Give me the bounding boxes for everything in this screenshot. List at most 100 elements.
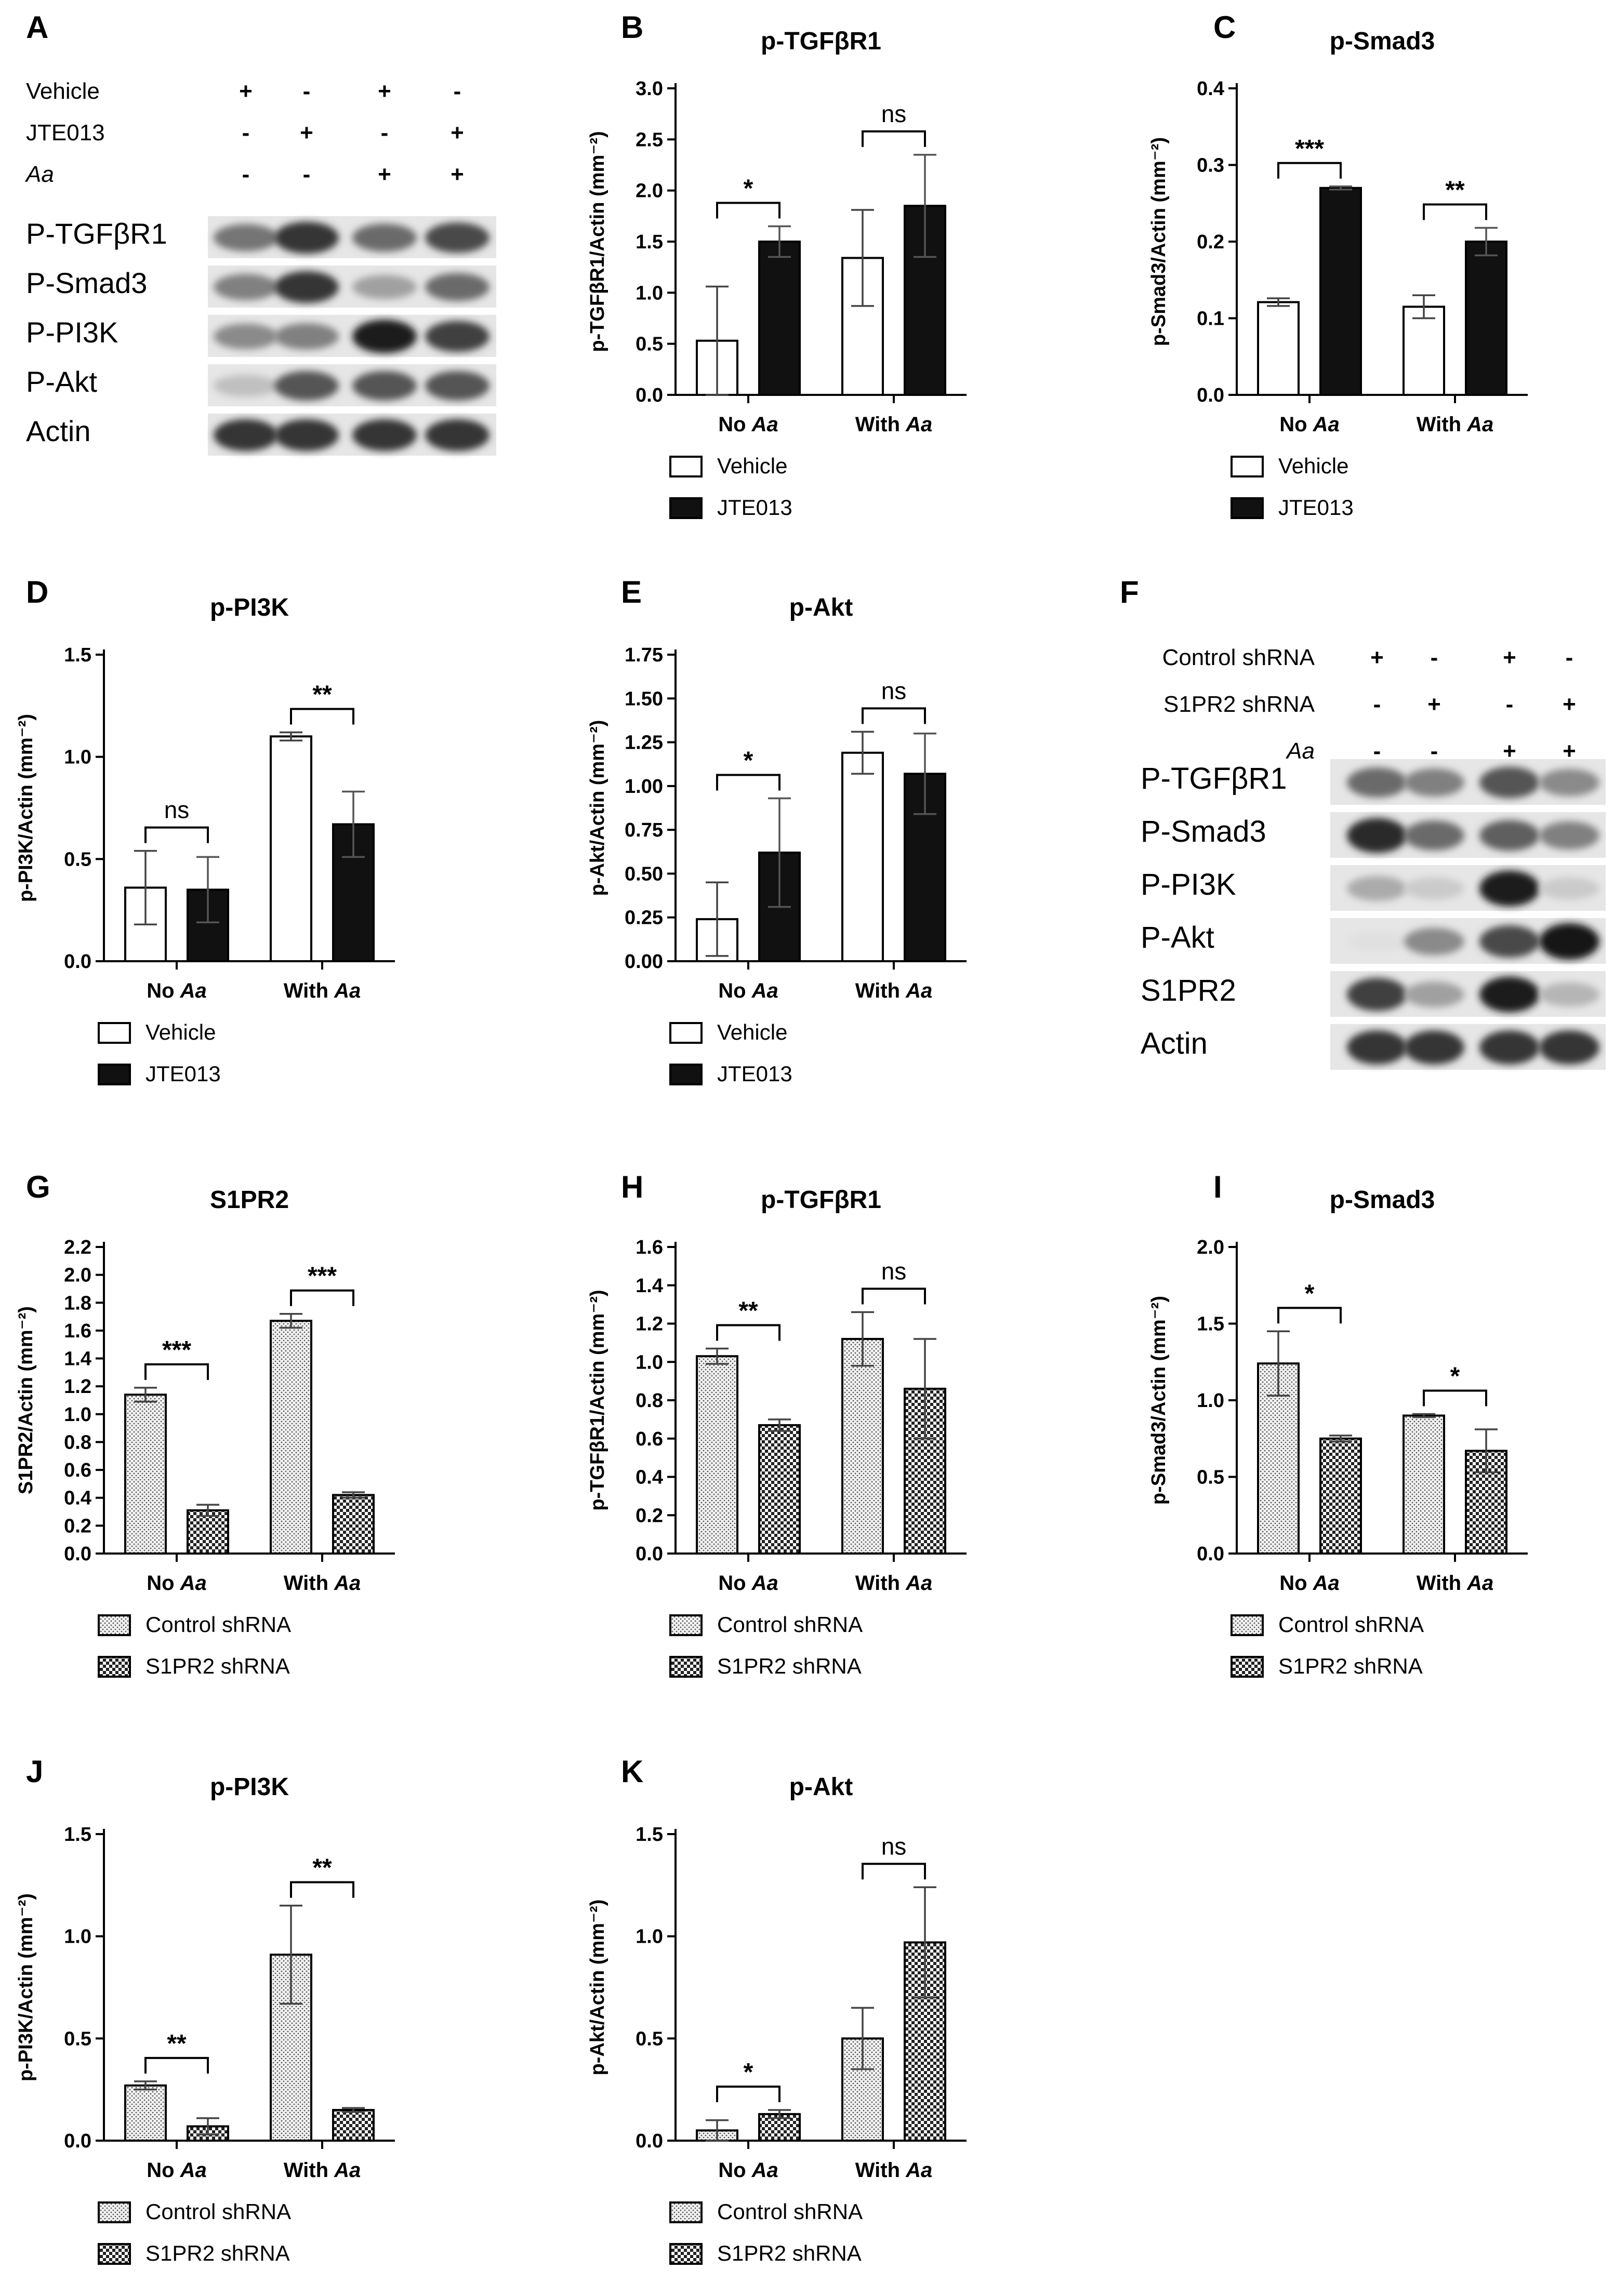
panel-letter-j: J (26, 1754, 44, 1789)
significance-label: ns (881, 1833, 907, 1860)
y-tick-label: 0.4 (1197, 78, 1224, 100)
y-tick-label: 1.0 (1197, 1390, 1224, 1412)
y-tick-label: 1.5 (64, 644, 91, 666)
condition-sign: + (1503, 645, 1516, 670)
panel-letter-h: H (621, 1170, 644, 1204)
y-tick-label: 1.00 (625, 776, 663, 798)
x-tick-label: With Aa (284, 1572, 361, 1595)
significance-bracket (1277, 162, 1342, 179)
significance-bracket (1277, 1307, 1342, 1324)
chart-h-p-tgfbr1: p-TGFβR1 p-TGFβR1/Actin (mm⁻²) 0.0 0.2 0.4 0.… (587, 1186, 967, 1678)
blot-band (274, 371, 339, 401)
band-label: P-TGFβR1 (1141, 762, 1287, 795)
y-tick-label: 2.2 (64, 1237, 91, 1258)
condition-sign: - (1431, 645, 1438, 670)
legend-swatch (98, 1064, 131, 1085)
condition-sign: + (300, 120, 313, 145)
blot-band (1539, 1030, 1599, 1065)
significance-label: * (1305, 1280, 1315, 1307)
panel-letter-d: D (26, 575, 49, 609)
y-tick-label: 1.0 (636, 1351, 663, 1373)
legend-swatch (98, 1614, 131, 1636)
legend-label: S1PR2 shRNA (717, 2241, 862, 2265)
western-blot-a: Vehicle + - + - JTE013 - + - + Aa - - + + P-TGFβR1 P-Sma… (24, 78, 496, 456)
significance-bracket (862, 707, 926, 724)
condition-label: Aa (1285, 738, 1315, 764)
y-axis-label: p-Smad3/Actin (mm⁻²) (1148, 1296, 1170, 1505)
condition-label: Control shRNA (1162, 645, 1315, 670)
y-tick-label: 0.0 (636, 384, 663, 406)
condition-sign: - (1506, 692, 1514, 717)
chart-title: p-Akt (789, 1773, 853, 1801)
bar (1319, 187, 1362, 396)
x-tick-label: With Aa (855, 2159, 933, 2182)
blot-band (274, 271, 339, 303)
y-tick-label: 1.5 (636, 1824, 663, 1846)
blot-band (1404, 1030, 1464, 1065)
legend-swatch (669, 456, 703, 477)
chart-title: S1PR2 (210, 1186, 289, 1214)
condition-sign: + (1370, 645, 1384, 670)
x-tick-label: No Aa (147, 2159, 207, 2182)
legend-label: Control shRNA (717, 1612, 863, 1637)
significance-bracket (716, 202, 780, 219)
y-tick-label: 0.5 (636, 334, 663, 355)
condition-sign: + (451, 120, 464, 145)
chart-title: p-TGFβR1 (761, 1186, 881, 1214)
legend-label: Vehicle (145, 1020, 216, 1044)
y-axis-label: S1PR2/Actin (mm⁻²) (15, 1306, 37, 1494)
blot-band (1539, 877, 1599, 900)
y-tick-label: 0.5 (64, 848, 91, 870)
significance-label: *** (308, 1263, 337, 1290)
chart-c-p-smad3: p-Smad3 p-Smad3/Actin (mm⁻²) 0.0 0.1 0.2 0.3 0… (1148, 28, 1528, 520)
significance-label: ** (312, 681, 332, 708)
significance-bracket (144, 1363, 209, 1380)
condition-sign: - (1373, 738, 1381, 764)
blot-band (425, 222, 490, 253)
condition-sign: - (242, 162, 250, 187)
blot-band (1479, 1030, 1540, 1065)
legend-swatch (669, 2201, 703, 2223)
bar (1465, 241, 1507, 396)
panel-letter-e: E (621, 575, 642, 609)
y-tick-label: 1.75 (625, 644, 663, 666)
y-tick-label: 0.8 (64, 1431, 91, 1453)
y-tick-label: 0.0 (1197, 1543, 1224, 1565)
blot-band (274, 221, 339, 254)
blot-band (1404, 981, 1464, 1007)
band-label: P-Akt (26, 365, 97, 398)
x-tick-label: With Aa (855, 1572, 933, 1595)
panel-letter-g: G (26, 1170, 50, 1204)
blot-band (1347, 767, 1407, 798)
blot-band (214, 224, 278, 251)
legend-swatch (669, 497, 703, 519)
y-tick-label: 0.50 (625, 863, 663, 885)
y-tick-label: 1.2 (64, 1376, 91, 1398)
y-tick-label: 1.25 (625, 732, 663, 754)
y-tick-label: 2.0 (636, 180, 663, 202)
significance-label: *** (1295, 135, 1324, 163)
x-tick-label: With Aa (284, 979, 361, 1002)
condition-sign: - (303, 162, 311, 187)
condition-label: Aa (24, 162, 54, 187)
band-label: P-TGFβR1 (26, 217, 167, 250)
y-tick-label: 0.00 (625, 951, 663, 973)
blot-band (352, 419, 417, 452)
x-tick-label: No Aa (718, 413, 778, 436)
legend-swatch (669, 1656, 703, 1678)
legend-swatch (669, 1614, 703, 1636)
blot-band (1404, 820, 1464, 851)
y-tick-label: 0.4 (64, 1488, 91, 1509)
condition-sign: + (378, 162, 391, 187)
chart-d-p-pi3k: p-PI3K p-PI3K/Actin (mm⁻²) 0.0 0.5 1.0 1.5 No … (15, 594, 395, 1086)
blot-band (1404, 768, 1464, 797)
blot-band (352, 275, 417, 299)
significance-label: * (1450, 1363, 1460, 1390)
condition-sign: + (1563, 692, 1576, 717)
blot-band (1539, 768, 1599, 797)
band-label: Actin (26, 415, 91, 447)
y-tick-label: 1.5 (64, 1824, 91, 1846)
legend-label: JTE013 (717, 495, 792, 520)
significance-label: ns (881, 677, 907, 704)
legend-label: Vehicle (717, 454, 787, 478)
